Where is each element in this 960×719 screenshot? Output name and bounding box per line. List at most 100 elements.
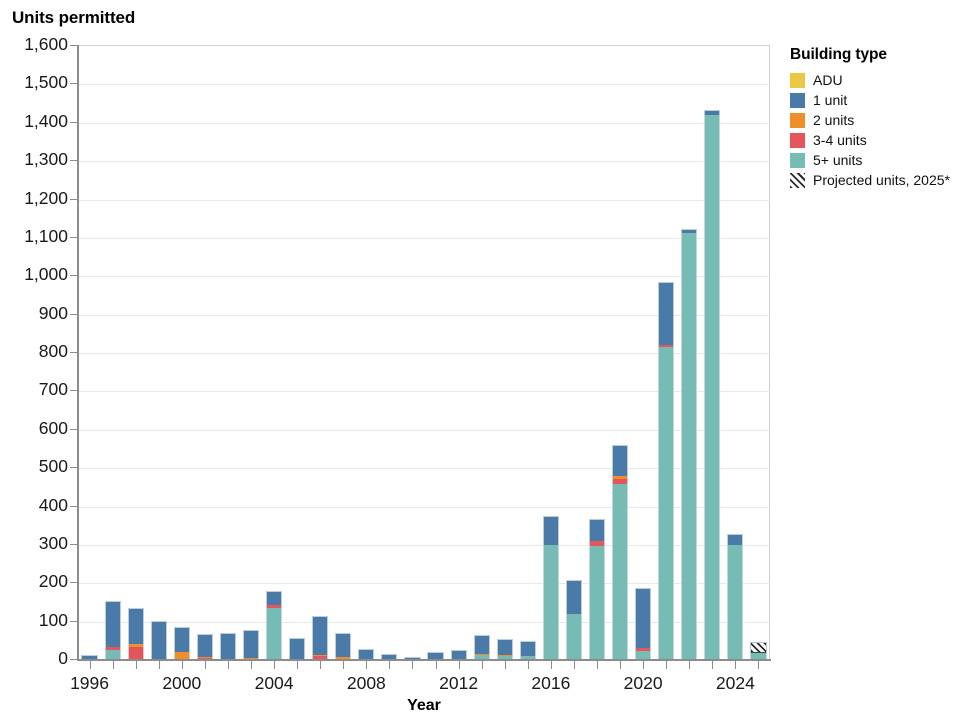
legend-label: 5+ units <box>813 152 863 168</box>
bar-segment-1-unit <box>335 633 352 658</box>
x-axis-tick <box>297 661 298 669</box>
gridline <box>78 506 770 508</box>
x-axis-tick <box>459 661 460 669</box>
bar-segment-1-unit <box>542 516 559 546</box>
bar-2013[interactable] <box>473 635 490 659</box>
bar-2002[interactable] <box>219 632 237 659</box>
bar-segment-1-unit <box>658 281 675 346</box>
bar-segment-3-4-units <box>588 540 606 547</box>
bar-1997[interactable] <box>104 601 121 659</box>
legend-swatch-icon <box>790 153 805 168</box>
bar-2014[interactable] <box>496 639 513 659</box>
x-axis-title: Year <box>407 697 441 714</box>
bar-1998[interactable] <box>127 608 144 659</box>
bar-segment-3-4-units <box>196 657 213 659</box>
bar-2022[interactable] <box>681 229 698 659</box>
bar-2024[interactable] <box>727 533 744 659</box>
bar-segment-1-unit <box>173 626 190 653</box>
bar-2025[interactable] <box>750 641 767 659</box>
bar-segment-1-unit <box>565 579 583 614</box>
y-axis-tick <box>70 505 77 507</box>
gridline <box>78 391 770 393</box>
y-axis-tick <box>70 620 77 622</box>
x-axis-tick <box>412 661 413 669</box>
legend-item-1-unit[interactable]: 1 unit <box>790 91 958 110</box>
legend-item-3-4-units[interactable]: 3-4 units <box>790 131 958 150</box>
x-axis-tick-label: 2012 <box>439 673 479 693</box>
y-axis-tick-label: 1,100 <box>24 225 68 246</box>
legend-item-5-units[interactable]: 5+ units <box>790 151 958 170</box>
bar-2015[interactable] <box>519 641 536 659</box>
y-axis-tick-label: 0 <box>58 648 68 668</box>
bar-2019[interactable] <box>611 445 629 659</box>
gridline <box>78 544 770 546</box>
gridline <box>78 429 770 431</box>
bar-2011[interactable] <box>427 651 444 659</box>
bar-segment-1-unit <box>196 633 213 657</box>
x-axis-tick <box>274 661 275 669</box>
x-axis-tick-label: 2000 <box>162 673 202 693</box>
bar-2008[interactable] <box>358 648 375 659</box>
bar-segment-5-units <box>473 654 490 659</box>
gridline <box>78 199 770 201</box>
bar-2007[interactable] <box>335 633 352 659</box>
x-axis-tick-label: 2020 <box>623 673 663 693</box>
legend-swatch-icon <box>790 113 805 128</box>
bar-segment-1-unit <box>450 650 467 659</box>
bar-2023[interactable] <box>704 110 721 659</box>
y-axis-tick <box>70 543 77 545</box>
gridline <box>78 161 770 163</box>
bar-1999[interactable] <box>150 620 167 659</box>
x-axis-tick <box>551 661 552 669</box>
bar-2017[interactable] <box>565 579 583 659</box>
y-axis-tick <box>70 582 77 584</box>
x-axis-tick <box>228 661 229 669</box>
bar-2005[interactable] <box>289 637 306 659</box>
gridline <box>78 468 770 470</box>
bar-2004[interactable] <box>265 590 283 659</box>
gridline <box>78 314 770 316</box>
bar-2000[interactable] <box>173 626 190 659</box>
legend-label: 1 unit <box>813 92 848 108</box>
x-axis-tick <box>182 661 183 669</box>
y-axis-tick-label: 800 <box>38 341 68 361</box>
bar-segment-2-units <box>312 655 329 656</box>
legend-item-adu[interactable]: ADU <box>790 71 958 90</box>
bar-segment-3-4-units <box>658 345 675 348</box>
bar-2003[interactable] <box>242 630 260 659</box>
bar-segment-5-units <box>750 653 767 659</box>
y-axis-tick-label: 500 <box>38 456 68 477</box>
bar-2021[interactable] <box>658 281 675 659</box>
legend-items: ADU 1 unit 2 units 3-4 units 5+ units Project… <box>790 71 958 190</box>
bar-segment-2-units <box>496 655 513 656</box>
bar-segment-1-unit <box>681 229 698 234</box>
x-axis-tick <box>113 661 114 669</box>
y-axis-tick-label: 1,200 <box>24 187 68 208</box>
y-axis-tick-label: 600 <box>38 417 68 438</box>
bar-segment-5-units <box>265 607 283 659</box>
bar-2018[interactable] <box>588 519 606 659</box>
y-axis-tick <box>70 659 77 660</box>
bar-segment-2-units <box>127 643 144 647</box>
gridline <box>78 583 770 585</box>
bar-segment-1-unit <box>611 445 629 476</box>
bar-2012[interactable] <box>450 650 467 659</box>
y-axis-tick-label: 400 <box>38 494 68 515</box>
bar-segment-5-units <box>658 347 675 659</box>
y-axis-tick-label: 1,000 <box>24 264 68 285</box>
bar-2020[interactable] <box>635 588 652 659</box>
y-axis-tick-label: 300 <box>38 532 68 553</box>
bar-segment-2-units <box>473 653 490 655</box>
bar-2001[interactable] <box>196 633 213 659</box>
bar-segment-1-unit <box>242 630 260 659</box>
y-axis-tick <box>70 467 77 469</box>
bar-segment-1-unit <box>104 601 121 647</box>
gridline <box>78 276 770 278</box>
x-axis-tick <box>689 661 690 669</box>
bar-segment-1-unit <box>704 110 721 115</box>
legend-item-2-units[interactable]: 2 units <box>790 111 958 130</box>
bar-2016[interactable] <box>542 516 559 659</box>
legend-item-projected-units-2025[interactable]: Projected units, 2025* <box>790 171 958 190</box>
bar-2006[interactable] <box>312 616 329 659</box>
